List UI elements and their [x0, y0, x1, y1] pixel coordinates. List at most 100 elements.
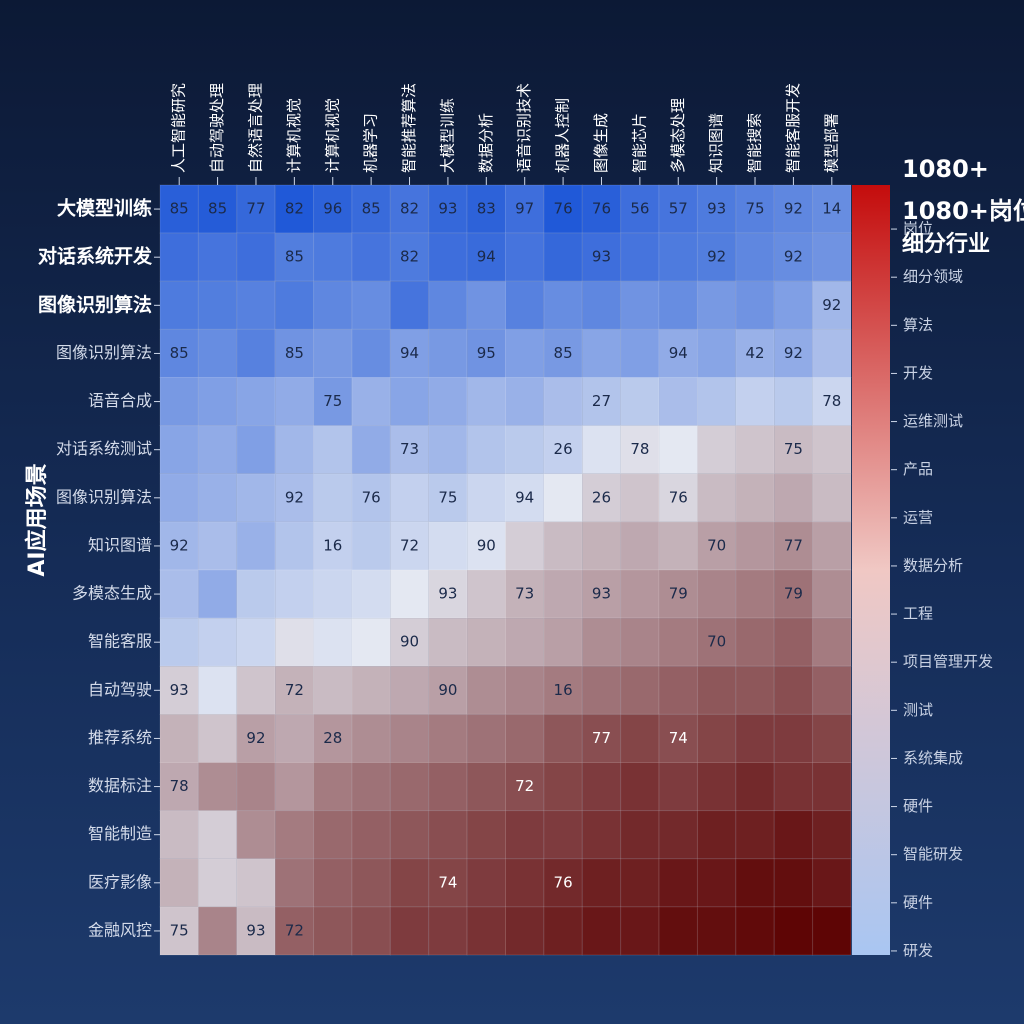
cell-label: 85: [170, 200, 189, 218]
heat-cell: [581, 473, 622, 523]
heat-cell: [812, 377, 852, 427]
heat-cell: [581, 858, 622, 908]
heat-cell: [236, 906, 276, 956]
heat-cell: [543, 473, 583, 523]
column-label: 计算机视觉: [285, 98, 303, 173]
heat-cell: [313, 425, 353, 475]
heat-cell: [696, 232, 737, 282]
heat-cell: [389, 521, 430, 571]
cell-label: 75: [438, 488, 457, 506]
heat-cell: [389, 858, 430, 908]
heat-cell: [313, 665, 353, 715]
heat-cell: [159, 617, 199, 667]
heat-cell: [197, 810, 238, 860]
heat-cell: [505, 184, 545, 234]
heat-cell: [812, 425, 852, 475]
cell-label: 93: [246, 921, 265, 939]
heat-cell: [505, 906, 545, 956]
heat-cell: [812, 858, 852, 908]
heat-cell: [543, 762, 583, 812]
cell-label: 96: [323, 200, 342, 218]
cell-label: 95: [477, 344, 496, 362]
right-label: 系统集成: [903, 749, 963, 767]
heat-cell: [236, 232, 276, 282]
cell-label: 78: [630, 440, 649, 458]
heat-cell: [735, 665, 775, 715]
cell-label: 75: [170, 921, 189, 939]
heat-cell: [658, 906, 698, 956]
cell-label: 93: [438, 585, 457, 603]
heat-cell: [274, 569, 315, 619]
heat-cell: [428, 184, 468, 234]
cell-label: 76: [362, 488, 381, 506]
heat-cell: [351, 665, 391, 715]
heat-cell: [428, 425, 468, 475]
heat-cell: [389, 810, 430, 860]
y-axis-label: AI应用场景: [24, 463, 50, 576]
heat-cell: [274, 280, 315, 330]
heat-cell: [505, 280, 545, 330]
row-label: 知识图谱: [88, 535, 152, 554]
heat-cell: [313, 858, 353, 908]
heat-cell: [696, 425, 737, 475]
column-label: 语音识别技术: [515, 83, 533, 173]
cell-label: 26: [592, 488, 611, 506]
heat-cell: [197, 665, 238, 715]
cell-label: 92: [784, 248, 803, 266]
heat-cell: [658, 280, 698, 330]
heat-cell: [658, 665, 698, 715]
cell-label: 14: [822, 200, 841, 218]
cell-label: 92: [246, 729, 265, 747]
heat-cell: [428, 569, 468, 619]
cell-label: 75: [784, 440, 803, 458]
heat-cell: [428, 810, 468, 860]
heat-cell: [159, 232, 199, 282]
heat-cell: [159, 569, 199, 619]
heat-cell: [351, 713, 391, 763]
heat-cell: [197, 328, 238, 378]
heat-cell: [658, 328, 698, 378]
heat-cell: [351, 425, 391, 475]
right-label: 硬件: [903, 797, 933, 815]
column-label: 模型部署: [822, 113, 840, 173]
heat-cell: [658, 425, 698, 475]
heat-cell: [274, 377, 315, 427]
heat-cell: [773, 762, 814, 812]
row-label: 图像识别算法: [56, 343, 152, 362]
heat-cell: [812, 906, 852, 956]
heat-cell: [773, 617, 814, 667]
heat-cell: [735, 521, 775, 571]
heat-cell: [236, 665, 276, 715]
heat-cell: [274, 232, 315, 282]
heat-cell: [696, 762, 737, 812]
cell-label: 57: [669, 200, 688, 218]
cell-label: 94: [477, 248, 496, 266]
cell-label: 76: [669, 488, 688, 506]
heat-cell: [428, 906, 468, 956]
heat-cell: [735, 617, 775, 667]
right-label: 产品: [903, 460, 933, 478]
heat-cell: [620, 569, 660, 619]
heat-cell: [428, 521, 468, 571]
heat-cell: [812, 810, 852, 860]
heat-cell: [466, 425, 507, 475]
heat-cell: [505, 521, 545, 571]
heat-cell: [620, 858, 660, 908]
cell-label: 82: [285, 200, 304, 218]
heat-cell: [620, 665, 660, 715]
heat-cell: [735, 184, 775, 234]
row-label: 对话系统开发: [38, 245, 153, 268]
heat-cell: [236, 617, 276, 667]
cell-label: 70: [707, 536, 726, 554]
heat-cell: [197, 473, 238, 523]
cell-label: 92: [170, 536, 189, 554]
row-label: 医疗影像: [88, 872, 152, 891]
cell-label: 74: [438, 873, 457, 891]
right-label: 数据分析: [903, 556, 963, 574]
cell-label: 85: [285, 248, 304, 266]
cell-label: 28: [323, 729, 342, 747]
column-label: 多模态处理: [669, 98, 687, 173]
heat-cell: [236, 858, 276, 908]
cell-label: 93: [592, 248, 611, 266]
cell-label: 72: [285, 681, 304, 699]
